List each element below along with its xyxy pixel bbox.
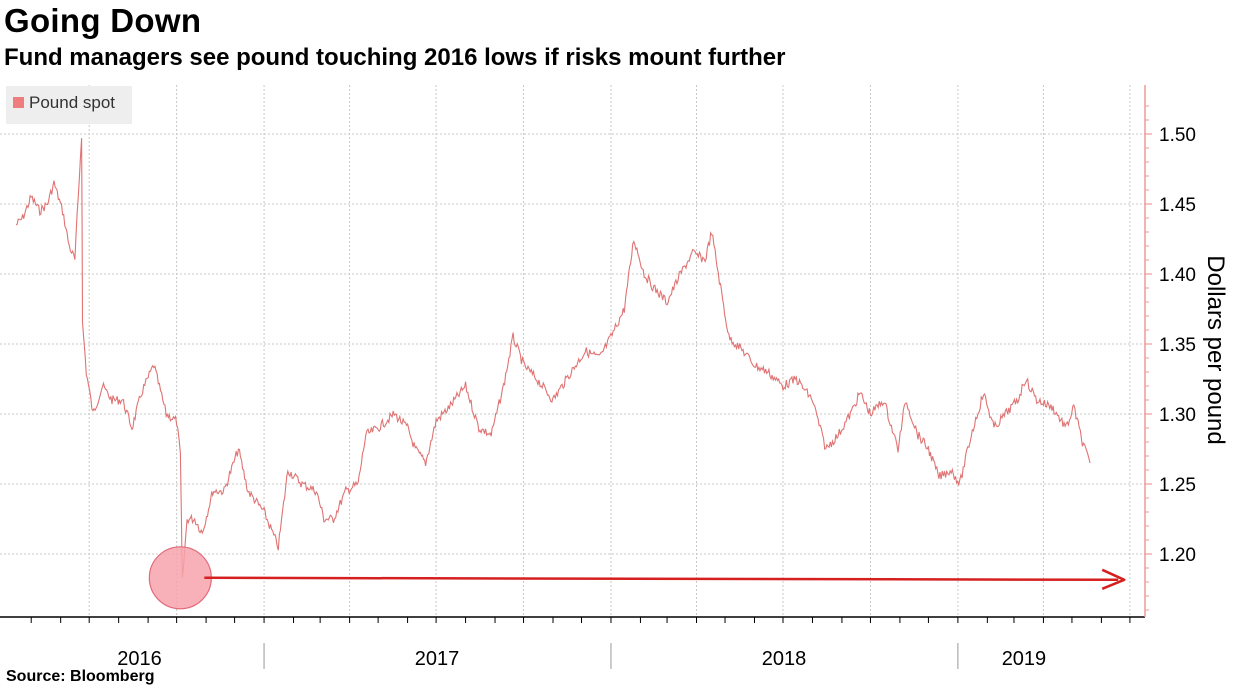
gridlines [0, 85, 1145, 617]
y-tick-label: 1.20 [1159, 545, 1196, 566]
x-axis: 2016 2017 2018 2019 [0, 616, 1145, 670]
y-tick-label: 1.40 [1159, 265, 1196, 286]
y-axis: 1.20 1.25 1.30 1.35 1.40 1.45 1.50 [1144, 85, 1196, 617]
y-tick-label: 1.35 [1159, 335, 1196, 356]
legend-label-pound-spot: Pound spot [29, 93, 115, 112]
x-tick-label: 2018 [762, 648, 807, 670]
legend-box [6, 86, 132, 124]
y-tick-label: 1.50 [1159, 125, 1196, 146]
annotation-arrow-head [1101, 568, 1126, 590]
series-pound-spot [15, 138, 1091, 578]
chart-title: Going Down [4, 2, 202, 39]
series-line-pound-spot [15, 138, 1091, 578]
x-tick-label: 2016 [117, 648, 162, 670]
y-tick-label: 1.30 [1159, 405, 1196, 426]
x-tick-label: 2017 [415, 648, 460, 670]
legend-swatch-pound-spot [13, 97, 24, 108]
annotation-arrow-shaft [204, 576, 1119, 582]
legend: Pound spot [6, 86, 132, 124]
annotation [148, 546, 1126, 610]
y-tick-label: 1.45 [1159, 195, 1196, 216]
annotation-circle [148, 546, 212, 610]
y-axis-label: Dollars per pound [1202, 255, 1229, 444]
x-tick-label: 2019 [1002, 648, 1047, 670]
y-tick-label: 1.25 [1159, 475, 1196, 496]
chart-subtitle: Fund managers see pound touching 2016 lo… [4, 44, 786, 71]
source-note: Source: Bloomberg [6, 668, 155, 685]
